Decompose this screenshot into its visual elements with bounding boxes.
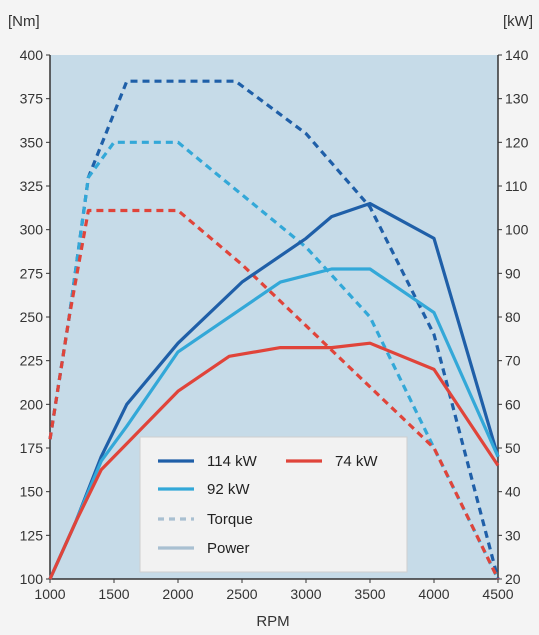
legend-label-s92: 92 kW [207,481,250,498]
y-left-tick-label: 350 [20,134,44,150]
y-right-unit-label: [kW] [503,13,533,30]
y-left-tick-label: 150 [20,484,44,500]
y-left-tick-label: 275 [20,265,44,281]
legend-label-power: Power [207,540,250,557]
y-right-tick-label: 80 [505,309,521,325]
y-right-tick-label: 60 [505,396,521,412]
x-tick-label: 1000 [34,586,65,602]
x-tick-label: 3000 [290,586,321,602]
y-left-tick-label: 400 [20,47,44,63]
y-left-tick-label: 175 [20,440,44,456]
y-left-tick-label: 300 [20,222,44,238]
series-line-s74-torque [48,208,500,580]
x-tick-label: 2000 [162,586,193,602]
y-right-tick-label: 40 [505,484,521,500]
y-left-tick-label: 375 [20,91,44,107]
y-right-tick-label: 100 [505,222,529,238]
y-left-tick-label: 100 [20,571,44,587]
y-right-tick-label: 30 [505,527,521,543]
y-right-tick-label: 20 [505,571,521,587]
x-axis-label: RPM [256,613,289,630]
x-tick-label: 3500 [354,586,385,602]
y-left-unit-label: [Nm] [8,13,40,30]
legend-label-torque: Torque [207,511,253,528]
y-right-tick-label: 90 [505,265,521,281]
x-tick-label: 4000 [418,586,449,602]
y-right-tick-label: 50 [505,440,521,456]
legend-label-s114: 114 kW [207,453,258,470]
y-right-tick-label: 130 [505,91,529,107]
x-tick-label: 2500 [226,586,257,602]
x-tick-label: 1500 [98,586,129,602]
series-line-s74-power [48,341,500,580]
y-left-tick-label: 200 [20,396,44,412]
series-line-s92-torque [48,140,500,580]
y-left-tick-label: 125 [20,527,44,543]
y-left-tick-label: 325 [20,178,44,194]
y-right-tick-label: 140 [505,47,529,63]
y-left-tick-label: 225 [20,353,44,369]
y-right-tick-label: 110 [505,178,528,194]
x-tick-label: 4500 [482,586,513,602]
y-left-tick-label: 250 [20,309,44,325]
legend-label-s74: 74 kW [335,453,378,470]
series-line-s92-power [48,267,500,580]
y-right-tick-label: 70 [505,353,521,369]
y-right-tick-label: 120 [505,134,529,150]
